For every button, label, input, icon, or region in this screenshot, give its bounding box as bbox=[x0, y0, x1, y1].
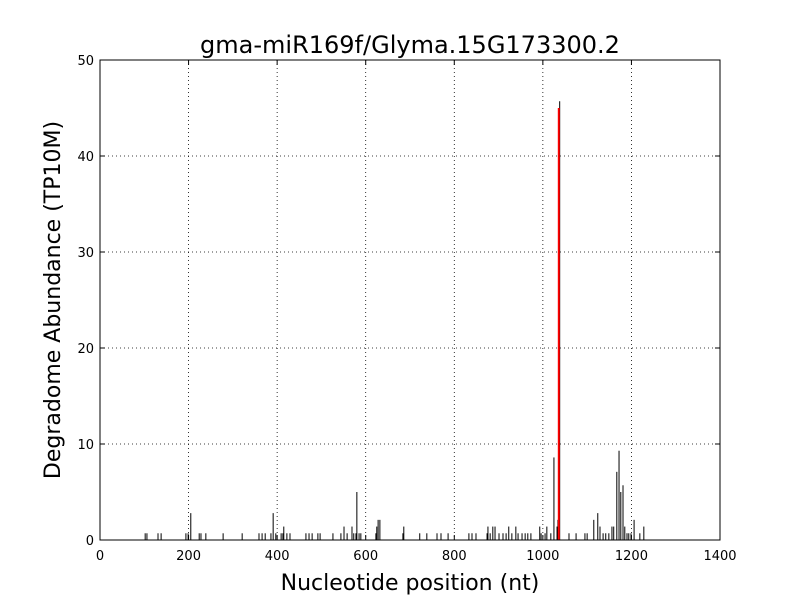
x-tick-label: 1200 bbox=[615, 549, 648, 564]
x-tick-label: 200 bbox=[176, 549, 201, 564]
plot-frame bbox=[99, 59, 721, 541]
y-tick-label: 50 bbox=[77, 54, 94, 69]
y-axis-label: Degradome Abundance (TP10M) bbox=[41, 121, 66, 479]
x-tick-label: 0 bbox=[96, 549, 104, 564]
y-tick-label: 40 bbox=[77, 150, 94, 165]
x-tick-label: 1000 bbox=[526, 549, 559, 564]
chart-title: gma-miR169f/Glyma.15G173300.2 bbox=[200, 31, 620, 59]
x-axis-label: Nucleotide position (nt) bbox=[281, 571, 540, 596]
y-tick-label: 0 bbox=[86, 534, 94, 549]
x-tick-label: 1400 bbox=[703, 549, 736, 564]
x-tick-label: 600 bbox=[353, 549, 378, 564]
y-tick-label: 10 bbox=[77, 438, 94, 453]
y-tick-label: 20 bbox=[77, 342, 94, 357]
x-tick-label: 400 bbox=[265, 549, 290, 564]
x-tick-label: 800 bbox=[442, 549, 467, 564]
y-tick-label: 30 bbox=[77, 246, 94, 261]
